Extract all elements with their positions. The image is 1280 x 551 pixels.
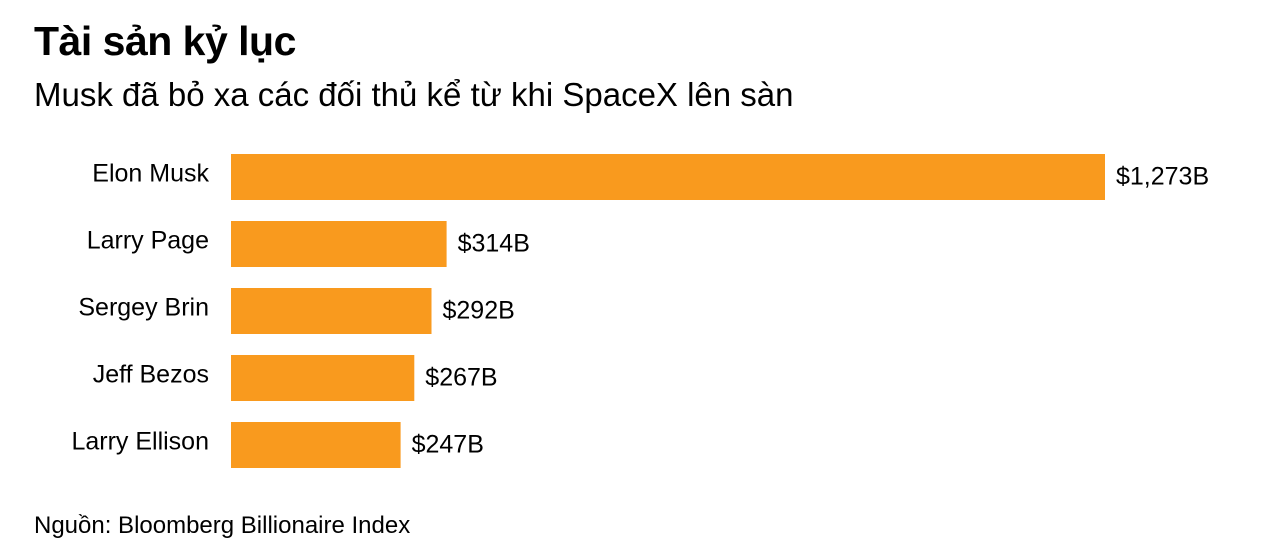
value-label: $314B (458, 230, 530, 258)
bar (231, 422, 401, 468)
bar (231, 154, 1105, 200)
chart-subtitle: Musk đã bỏ xa các đối thủ kể từ khi Spac… (34, 76, 794, 113)
category-label: Jeff Bezos (93, 361, 209, 389)
category-label: Sergey Brin (78, 294, 209, 322)
value-label: $292B (443, 297, 515, 325)
value-label: $267B (425, 364, 497, 392)
value-label: $247B (412, 431, 484, 459)
bar (231, 288, 432, 334)
bar-chart: Elon Musk $1,273B Larry Page $314B Sergey Br… (71, 154, 1209, 468)
chart-title: Tài sản kỷ lục (34, 18, 296, 64)
bar (231, 221, 447, 267)
bar (231, 355, 415, 401)
category-label: Larry Page (87, 227, 209, 255)
source-note: Nguồn: Bloomberg Billionaire Index (34, 512, 411, 539)
category-label: Elon Musk (92, 160, 209, 188)
category-label: Larry Ellison (71, 428, 209, 456)
value-label: $1,273B (1116, 163, 1209, 191)
